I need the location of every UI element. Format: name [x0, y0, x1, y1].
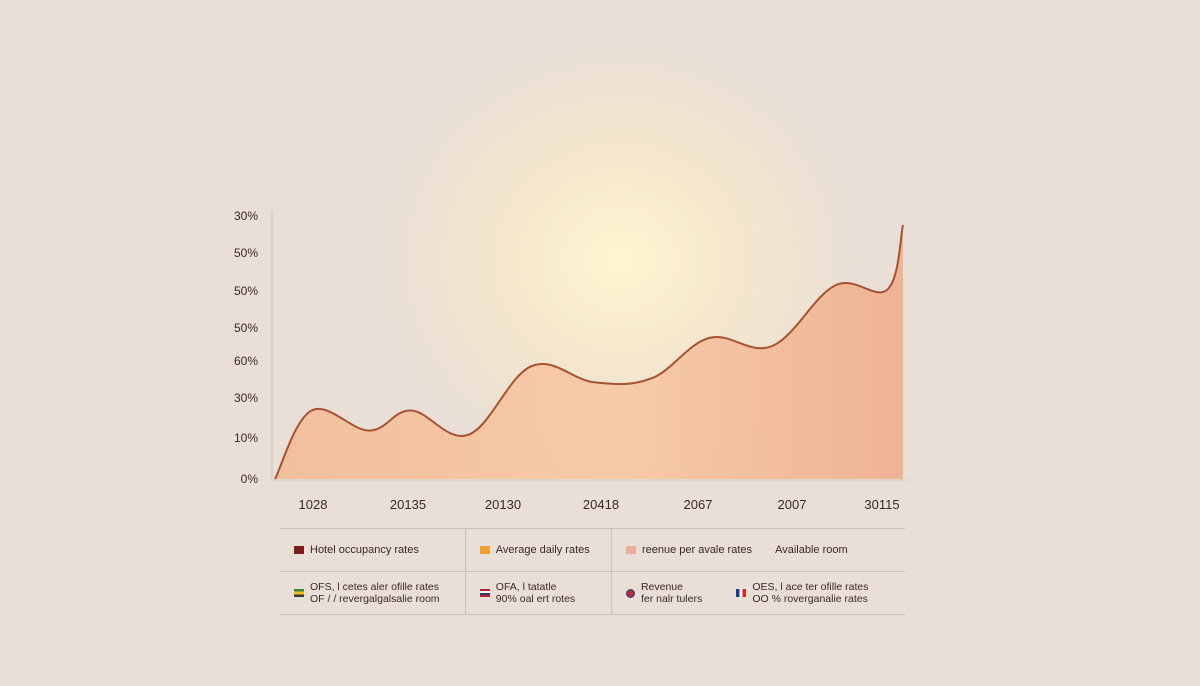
series-area-fill: [275, 225, 903, 479]
y-tick-label: 50%: [234, 321, 258, 335]
y-tick-label: 60%: [234, 354, 258, 368]
x-tick-label: 20130: [485, 497, 521, 512]
y-tick-label: 0%: [241, 472, 259, 486]
legend-label: Average daily rates: [495, 544, 590, 556]
y-tick-label: 30%: [234, 209, 258, 223]
legend-label: OF / / revergalgalsalie room: [310, 593, 440, 605]
flag-france-icon: [736, 589, 747, 597]
series-line: [274, 224, 904, 480]
x-tick-label: 20418: [583, 497, 619, 512]
legend-label: OO % roverganalie rates: [752, 593, 868, 605]
legend-swatch: [625, 546, 636, 555]
legend-label: OFS, l cetes aler ofille rates: [310, 581, 439, 593]
legend-table: Hotel occupancy rates Average daily rate…: [280, 528, 905, 615]
legend-item: Hotel occupancy rates: [280, 528, 466, 572]
legend-label: reenue per avale rates: [641, 544, 753, 556]
globe-icon: [625, 588, 635, 598]
legend-label: Available room: [775, 544, 848, 556]
legend-label: fer nalr tulers: [640, 593, 703, 605]
legend-label: Hotel occupancy rates: [310, 544, 419, 556]
y-tick-label: 30%: [234, 391, 258, 405]
legend-swatch: [479, 546, 490, 555]
flag-green-yellow-icon: [294, 589, 304, 597]
legend-item: reenue per avale rates Available room: [610, 528, 905, 572]
legend-label: OES, l ace ter ofille rates: [752, 581, 869, 593]
legend-row: Hotel occupancy rates Average daily rate…: [280, 528, 905, 572]
legend-row: OFS, l cetes aler ofille rates OF / / rev…: [280, 571, 905, 615]
legend-label: OFA, l tatatle: [495, 581, 557, 593]
x-tick-label: 30115: [864, 497, 899, 512]
legend-item: Revenue fer nalr tulers OES, l ace ter of…: [610, 571, 905, 615]
legend-label: 90% oal ert rotes: [495, 593, 576, 605]
legend-item: Average daily rates: [464, 528, 612, 572]
legend-swatch: [294, 546, 304, 555]
legend-item: OFA, l tatatle 90% oal ert rotes: [464, 571, 612, 615]
x-tick-label: 2007: [778, 497, 807, 512]
x-tick-label: 2067: [684, 497, 713, 512]
x-tick-label: 20135: [390, 497, 426, 512]
y-tick-label: 10%: [234, 431, 258, 445]
y-tick-label: 50%: [234, 246, 258, 260]
y-tick-label: 50%: [234, 284, 258, 298]
y-axis-ticks: 30% 50% 50% 50% 60% 30% 10% 0%: [234, 209, 258, 486]
flag-us-icon: [479, 589, 490, 597]
x-axis-ticks: 1028 20135 20130 20418 2067 2007 30115: [299, 497, 900, 512]
x-tick-label: 1028: [299, 497, 328, 512]
legend-item: OFS, l cetes aler ofille rates OF / / rev…: [280, 571, 466, 615]
legend-label: Revenue: [640, 581, 683, 593]
